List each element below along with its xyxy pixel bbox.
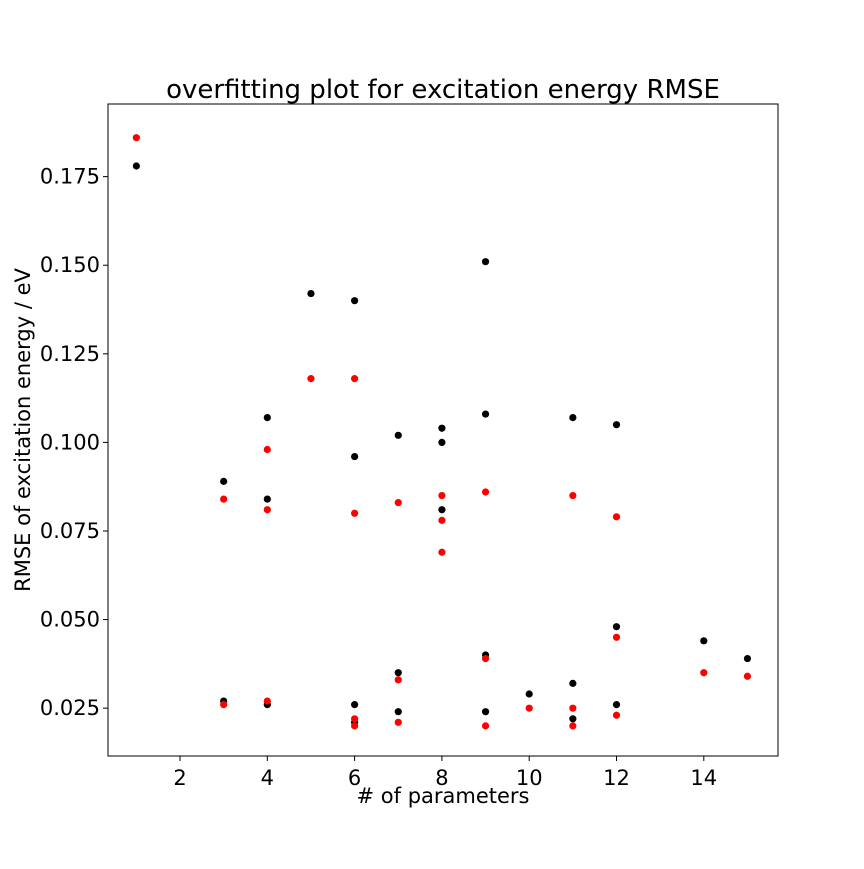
data-point <box>394 431 402 439</box>
y-tick-label: 0.075 <box>40 519 100 543</box>
data-point <box>612 421 621 429</box>
data-point <box>263 445 271 454</box>
data-point <box>394 708 402 716</box>
data-point <box>394 499 402 507</box>
data-point <box>394 669 402 677</box>
y-tick-label: 0.150 <box>40 253 100 277</box>
y-tick-label: 0.100 <box>40 430 100 454</box>
data-point <box>569 704 577 712</box>
data-point <box>351 722 359 730</box>
data-point <box>438 491 446 500</box>
data-point <box>569 722 577 730</box>
y-tick-label: 0.175 <box>40 165 100 189</box>
plot-frame <box>107 103 779 757</box>
data-point <box>612 633 621 641</box>
data-point <box>743 672 752 680</box>
data-point <box>700 669 708 677</box>
data-point <box>394 676 402 684</box>
chart-title: overfitting plot for excitation energy R… <box>166 75 720 105</box>
x-tick-label: 4 <box>261 766 274 790</box>
data-point <box>569 715 577 723</box>
data-point <box>351 452 359 461</box>
x-tick-label: 12 <box>603 766 630 790</box>
y-axis-label: RMSE of excitation energy / eV <box>11 267 35 591</box>
data-point <box>351 715 359 723</box>
data-point <box>438 424 446 432</box>
axes-layer: 2 4 6 8 10 12 14 0.025 0.050 0.075 0.100 0.125 0.150… <box>40 165 717 790</box>
x-axis-label: # of parameters <box>357 784 530 808</box>
data-point <box>351 509 359 517</box>
data-point <box>612 513 621 521</box>
data-point <box>743 654 752 663</box>
data-point <box>438 548 446 556</box>
data-point <box>132 134 140 142</box>
data-point <box>220 495 228 503</box>
data-point <box>569 491 577 500</box>
y-tick-label: 0.050 <box>40 608 100 632</box>
data-point <box>569 413 577 422</box>
data-point <box>263 697 271 705</box>
data-point <box>612 701 621 709</box>
points-layer <box>132 134 752 730</box>
data-point <box>132 162 140 170</box>
x-tick-label: 14 <box>690 766 717 790</box>
data-point <box>525 704 533 712</box>
y-tick-label: 0.025 <box>40 696 100 720</box>
data-point <box>438 438 446 447</box>
data-point <box>438 506 446 514</box>
data-point <box>481 410 490 418</box>
data-point <box>263 413 271 422</box>
x-tick-label: 2 <box>173 766 186 790</box>
data-point <box>481 722 490 730</box>
data-point <box>612 623 621 631</box>
data-point <box>700 637 708 645</box>
data-point <box>481 708 490 716</box>
data-point <box>351 701 359 709</box>
data-point <box>307 289 315 298</box>
data-point <box>612 711 621 719</box>
data-point <box>351 375 359 383</box>
data-point <box>481 654 490 663</box>
data-point <box>481 488 490 496</box>
data-point <box>263 495 271 503</box>
data-point <box>394 718 402 726</box>
x-tick-label: 8 <box>435 766 448 790</box>
x-tick-label: 10 <box>516 766 543 790</box>
data-point <box>525 690 533 698</box>
data-point <box>438 516 446 524</box>
data-point <box>351 297 359 305</box>
y-tick-label: 0.125 <box>40 342 100 366</box>
data-point <box>307 375 315 383</box>
data-point <box>220 477 228 485</box>
data-point <box>481 258 490 266</box>
data-point <box>220 701 228 709</box>
x-tick-label: 6 <box>348 766 361 790</box>
data-point <box>263 506 271 514</box>
data-point <box>569 679 577 687</box>
